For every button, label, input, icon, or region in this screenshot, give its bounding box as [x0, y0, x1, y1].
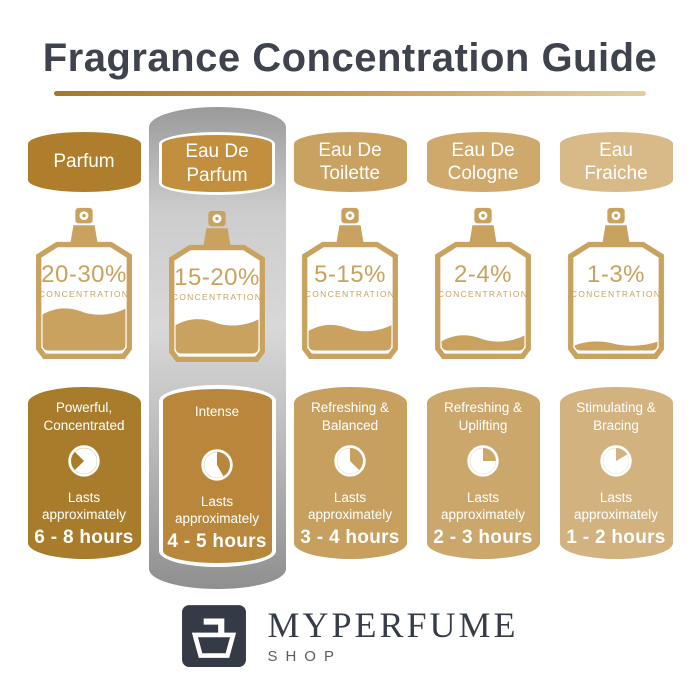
fragrance-type-label: Eau De Cologne [447, 139, 519, 184]
perfume-bottle: 2-4% CONCENTRATION [430, 206, 536, 365]
brand-logo-icon [182, 605, 247, 667]
duration-clock-icon [201, 449, 233, 481]
duration-clock-icon [334, 445, 366, 477]
duration-hours: 2 - 3 hours [433, 527, 533, 548]
concentration-info: 2-4% CONCENTRATION [430, 261, 536, 300]
page-title: Fragrance Concentration Guide [42, 36, 658, 80]
duration-card: Intense Lasts approximately 4 - 5 hours [158, 385, 276, 567]
concentration-range: 15-20% [174, 264, 260, 291]
brand-name: MYPERFUME [267, 605, 519, 645]
perfume-bottle-icon [36, 207, 132, 359]
concentration-info: 15-20% CONCENTRATION [164, 264, 270, 303]
lasts-label: Lasts approximately [174, 493, 260, 527]
fragrance-type-badge: Eau De Parfum [159, 132, 275, 195]
brand-text: MYPERFUME SHOP [267, 607, 518, 665]
duration-clock-icon [600, 445, 632, 477]
perfume-bottle-icon [568, 207, 664, 359]
fragrance-type-badge: Parfum [27, 132, 141, 192]
brand-footer: MYPERFUME SHOP [0, 603, 700, 669]
fragrance-type-badge: Eau Fraiche [559, 132, 673, 192]
duration-hours: 4 - 5 hours [167, 531, 267, 552]
fragrance-type-badge: Eau De Cologne [426, 132, 540, 192]
lasts-label: Lasts approximately [573, 489, 659, 523]
perfume-bottle-icon [302, 207, 398, 359]
concentration-info: 20-30% CONCENTRATION [31, 261, 137, 300]
column-eau-de-parfum: Eau De Parfum 15-20% CONCENTRATION Inten… [148, 107, 286, 589]
lasts-label: Lasts approximately [440, 489, 526, 523]
concentration-label: CONCENTRATION [171, 292, 263, 302]
concentration-label: CONCENTRATION [437, 289, 529, 299]
duration-hours: 6 - 8 hours [34, 527, 134, 548]
fragrance-type-label: Eau De Parfum [185, 141, 249, 186]
duration-clock-icon [68, 445, 100, 477]
perfume-bottle-icon [169, 210, 265, 362]
column-eau-de-cologne: Eau De Cologne 2-4% CONCENTRATION Refres… [417, 132, 550, 559]
duration-card: Powerful, Concentrated Lasts approximate… [27, 387, 141, 559]
fragrance-type-label: Eau De Toilette [318, 139, 382, 184]
character-description: Refreshing & Balanced [310, 400, 390, 433]
concentration-info: 5-15% CONCENTRATION [297, 261, 403, 300]
perfume-bottle: 15-20% CONCENTRATION [164, 209, 270, 368]
duration-card: Refreshing & Uplifting Lasts approximate… [426, 387, 540, 559]
fragrance-type-label: Parfum [53, 151, 115, 173]
fragrance-type-label: Eau Fraiche [584, 139, 648, 184]
perfume-bottle-icon [435, 207, 531, 359]
duration-card: Stimulating & Bracing Lasts approximatel… [559, 387, 673, 559]
character-description: Intense [194, 404, 240, 419]
column-eau-fraiche: Eau Fraiche 1-3% CONCENTRATION Stimulati… [550, 132, 683, 559]
character-description: Powerful, Concentrated [43, 400, 125, 433]
concentration-range: 20-30% [41, 261, 127, 288]
fragrance-columns: Parfum 20-30% CONCENTRATION Powerful, Co… [0, 107, 700, 589]
perfume-bottle: 5-15% CONCENTRATION [297, 206, 403, 365]
concentration-info: 1-3% CONCENTRATION [563, 261, 669, 300]
duration-hours: 1 - 2 hours [566, 527, 666, 548]
character-description: Refreshing & Uplifting [443, 400, 523, 433]
concentration-label: CONCENTRATION [304, 289, 396, 299]
lasts-label: Lasts approximately [41, 489, 127, 523]
perfume-bottle: 1-3% CONCENTRATION [563, 206, 669, 365]
concentration-range: 2-4% [453, 261, 513, 288]
title-underline [54, 91, 646, 96]
column-parfum: Parfum 20-30% CONCENTRATION Powerful, Co… [18, 132, 151, 559]
character-description: Stimulating & Bracing [576, 400, 656, 433]
duration-hours: 3 - 4 hours [300, 527, 400, 548]
lasts-label: Lasts approximately [307, 489, 393, 523]
concentration-label: CONCENTRATION [570, 289, 662, 299]
perfume-bottle: 20-30% CONCENTRATION [31, 206, 137, 365]
column-eau-de-toilette: Eau De Toilette 5-15% CONCENTRATION Refr… [284, 132, 417, 559]
duration-card: Refreshing & Balanced Lasts approximatel… [293, 387, 407, 559]
concentration-range: 5-15% [314, 261, 386, 288]
concentration-label: CONCENTRATION [38, 289, 130, 299]
concentration-range: 1-3% [586, 261, 646, 288]
fragrance-type-badge: Eau De Toilette [293, 132, 407, 192]
brand-subtitle: SHOP [267, 648, 342, 665]
duration-clock-icon [467, 445, 499, 477]
